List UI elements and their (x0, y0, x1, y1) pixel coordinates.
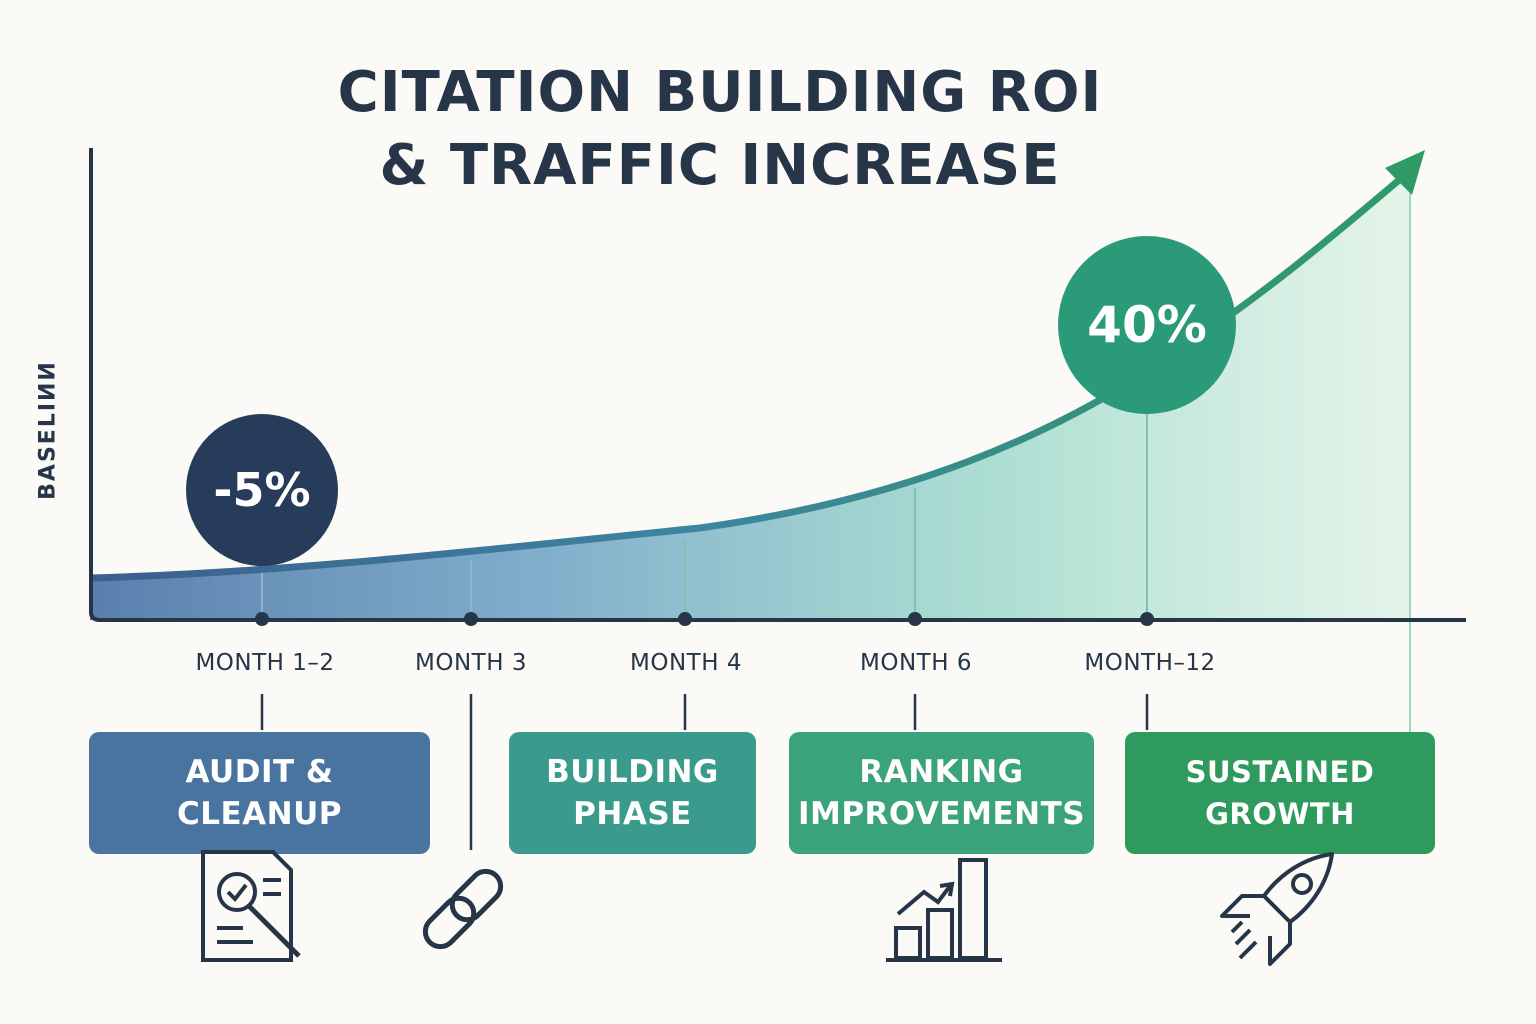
x-axis (89, 611, 1466, 622)
phase-label-line: IMPROVEMENTS (797, 796, 1086, 832)
phase-label-line: AUDIT & (185, 754, 334, 790)
negative-change-badge: -5% (186, 414, 338, 566)
chain-link-icon (422, 868, 504, 950)
phase-label-line: GROWTH (1205, 797, 1355, 831)
phase-ranking-improvements: RANKING IMPROVEMENTS (789, 732, 1094, 854)
phase-connectors (260, 694, 1149, 850)
phase-label-line: PHASE (573, 796, 692, 832)
positive-change-badge: 40% (1058, 236, 1236, 414)
y-axis-label: BASELIИИ (35, 360, 61, 500)
rocket-icon (1220, 852, 1334, 966)
phase-label-line: RANKING (859, 754, 1024, 790)
x-tick-label: MONTH 1–2 (195, 650, 335, 676)
growth-area-fill (90, 170, 1410, 620)
tick-dot (1140, 612, 1154, 626)
tick-marks (255, 612, 1154, 626)
x-tick-label: MONTH 3 (415, 650, 527, 676)
tick-dot (464, 612, 478, 626)
tick-dot (255, 612, 269, 626)
vertical-guides (261, 190, 1411, 732)
phase-audit-cleanup: AUDIT & CLEANUP (89, 732, 430, 854)
tick-dot (678, 612, 692, 626)
tick-dot (908, 612, 922, 626)
x-tick-label: MONTH 4 (630, 650, 742, 676)
phase-building: BUILDING PHASE (509, 732, 756, 854)
phase-sustained-growth: SUSTAINED GROWTH (1125, 732, 1435, 854)
bar-chart-icon (886, 858, 1002, 962)
chart-title-line-1: CITATION BUILDING ROI (337, 60, 1103, 125)
audit-document-icon (201, 850, 301, 962)
x-tick-label: MONTH 6 (860, 650, 972, 676)
x-tick-label: MONTH–12 (1084, 650, 1216, 676)
phase-label-line: CLEANUP (176, 796, 342, 832)
phase-label-line: SUSTAINED (1185, 755, 1375, 789)
chart-title-line-2: & TRAFFIC INCREASE (379, 133, 1061, 198)
curve-arrowhead (1385, 150, 1425, 195)
growth-curve (89, 172, 1408, 582)
phase-label-line: BUILDING (546, 754, 719, 790)
